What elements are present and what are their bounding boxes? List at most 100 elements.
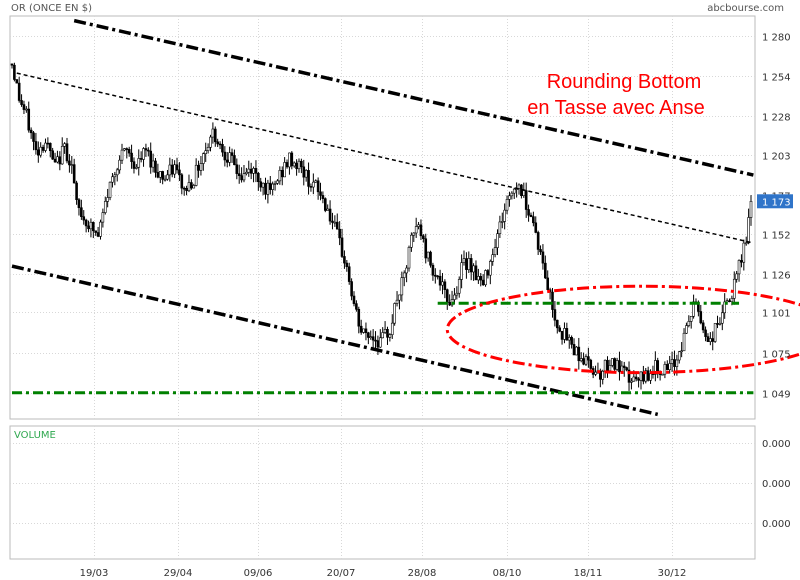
- candle-body: [512, 188, 516, 194]
- candle-body: [82, 216, 86, 221]
- candle-body: [412, 232, 416, 236]
- candle-body: [414, 226, 418, 234]
- candle-body: [713, 323, 717, 342]
- candle-body: [426, 251, 430, 259]
- price-panel-frame: [9, 15, 756, 420]
- candle-body: [144, 148, 148, 151]
- candle-body: [390, 322, 394, 335]
- candle-body: [398, 294, 401, 301]
- candle-body: [610, 358, 614, 366]
- candle-body: [646, 370, 650, 381]
- last-price-label: 1 173: [762, 197, 791, 208]
- candle-body: [649, 373, 652, 381]
- price-tick-label: 1 254: [762, 73, 791, 84]
- candle-body: [249, 168, 253, 174]
- candle-body: [194, 164, 198, 186]
- candle-body: [632, 376, 636, 382]
- candle-body: [441, 281, 444, 286]
- date-tick-label: 29/04: [164, 568, 193, 579]
- candle-body: [744, 242, 748, 245]
- candle-body: [608, 365, 612, 372]
- candle-body: [732, 278, 736, 299]
- candle-body: [180, 174, 184, 189]
- candle-body: [333, 221, 337, 224]
- candle-body: [429, 251, 432, 266]
- candle-body: [44, 142, 47, 151]
- candle-body: [132, 161, 136, 169]
- candle-body: [677, 351, 681, 361]
- candle-body: [328, 208, 332, 222]
- candle-body: [237, 173, 241, 176]
- candle-body: [424, 238, 428, 259]
- candle-body: [472, 265, 475, 273]
- volume-tick-label: 0.000: [762, 439, 791, 450]
- candle-body: [627, 369, 631, 383]
- candle-body: [314, 180, 318, 183]
- candle-body: [154, 160, 157, 173]
- candle-body: [228, 152, 231, 163]
- candle-body: [259, 181, 263, 188]
- candle-body: [575, 346, 578, 356]
- candle-body: [168, 164, 172, 176]
- candle-body: [173, 164, 176, 175]
- candle-body: [158, 171, 162, 178]
- candle-body: [474, 265, 478, 281]
- candle-body: [493, 247, 497, 255]
- candle-body: [261, 182, 265, 188]
- candle-body: [276, 180, 279, 184]
- candle-body: [357, 309, 361, 327]
- candle-body: [80, 207, 83, 217]
- candle-body: [65, 143, 69, 162]
- candle-body: [216, 141, 219, 145]
- candle-body: [510, 192, 514, 197]
- candle-body: [139, 158, 143, 160]
- date-tick-label: 28/08: [408, 568, 437, 579]
- candle-body: [302, 166, 306, 178]
- candle-body: [103, 201, 107, 213]
- candle-body: [89, 221, 93, 230]
- candle-body: [56, 156, 59, 163]
- chart-title: OR (ONCE EN $): [11, 3, 92, 14]
- trendline: [11, 264, 659, 417]
- candle-body: [297, 160, 301, 170]
- candle-body: [300, 160, 303, 168]
- candle-body: [374, 339, 377, 342]
- candle-body: [266, 182, 270, 195]
- candle-body: [340, 237, 344, 257]
- candle-body: [278, 170, 282, 182]
- candle-body: [151, 160, 155, 168]
- candle-body: [223, 151, 227, 161]
- candle-body: [70, 164, 74, 166]
- candle-body: [46, 142, 50, 145]
- candle-body: [63, 143, 66, 147]
- candle-body: [77, 199, 81, 209]
- candle-body: [17, 82, 21, 101]
- candle-body: [689, 315, 693, 322]
- candle-body: [254, 168, 258, 174]
- candle-body: [517, 184, 521, 189]
- grid: [10, 16, 755, 559]
- candle-body: [335, 221, 339, 230]
- candle-body: [22, 104, 26, 110]
- candle-body: [37, 149, 40, 156]
- candle-body: [15, 79, 19, 84]
- candle-body: [292, 162, 296, 167]
- candle-body: [730, 298, 734, 302]
- candle-body: [331, 220, 334, 223]
- candle-body: [316, 180, 320, 193]
- candle-body: [25, 108, 28, 111]
- candle-body: [637, 378, 640, 381]
- candle-body: [123, 148, 126, 151]
- candle-body: [92, 221, 95, 232]
- candle-body: [163, 178, 167, 181]
- candle-body: [113, 174, 117, 178]
- candle-body: [481, 279, 485, 286]
- candle-body: [505, 199, 509, 211]
- candle-body: [178, 169, 181, 176]
- candlestick-series: [10, 62, 753, 391]
- highlight-ellipse: [445, 284, 800, 375]
- candle-body: [539, 249, 542, 253]
- candle-body: [156, 172, 160, 178]
- candle-body: [534, 222, 538, 233]
